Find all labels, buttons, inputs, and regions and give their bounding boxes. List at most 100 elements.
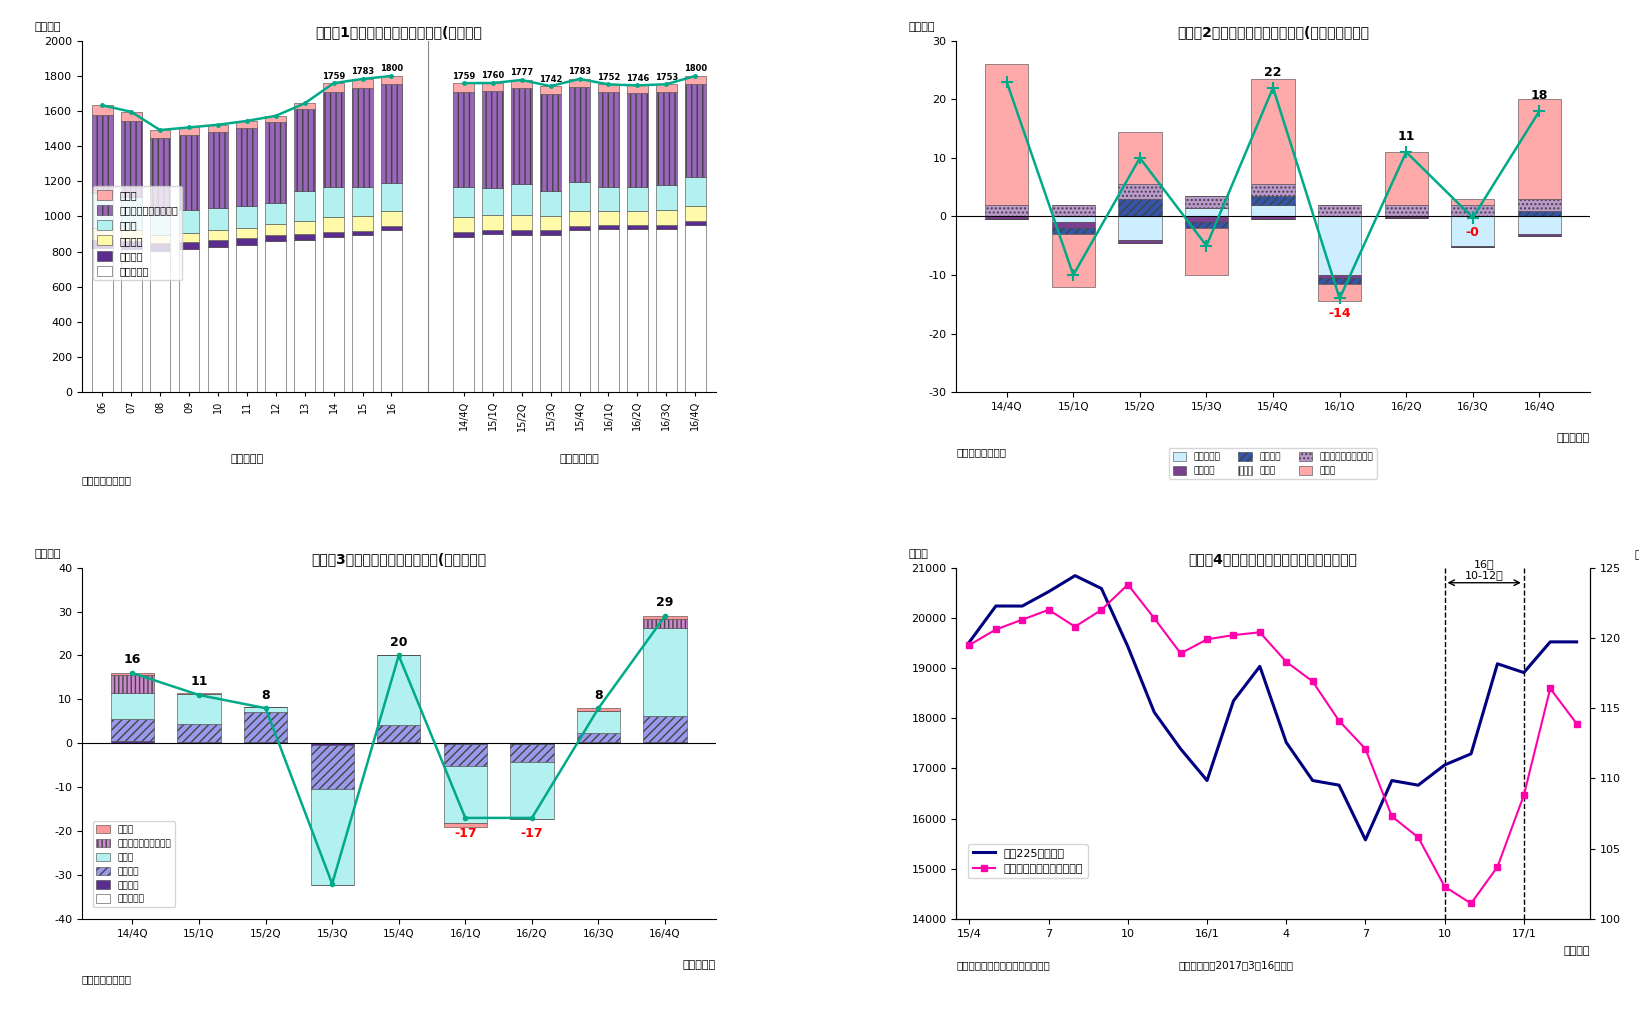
Bar [1518, 99, 1560, 199]
Bar [569, 210, 590, 226]
Bar [577, 733, 620, 742]
ドル円レート（右メモリ） [1434, 880, 1454, 892]
ドル円レート（右メモリ） [959, 639, 978, 651]
日経225平均株価 [1329, 779, 1349, 791]
Bar [577, 709, 620, 712]
Bar [236, 245, 257, 392]
Bar [323, 237, 344, 392]
Bar [577, 742, 620, 743]
Legend: その他, 保険・年金・定額保証, 株式等, 投資信託, 債務証券, 現金・預金: その他, 保険・年金・定額保証, 株式等, 投資信託, 債務証券, 現金・預金 [93, 821, 174, 908]
Bar [111, 673, 154, 675]
Bar [1518, 216, 1560, 234]
Bar [454, 237, 474, 392]
Bar [177, 725, 221, 742]
ドル円レート（右メモリ） [1514, 789, 1534, 801]
日経225平均株価 [1039, 585, 1059, 597]
Bar [1518, 199, 1560, 210]
ドル円レート（右メモリ） [1462, 897, 1482, 910]
Bar [92, 240, 113, 248]
Bar [377, 654, 420, 725]
Bar [598, 210, 620, 226]
Bar [644, 628, 687, 716]
Bar [482, 235, 503, 392]
Bar [1185, 228, 1228, 275]
Bar [454, 217, 474, 232]
日経225平均株価 [1541, 636, 1560, 648]
Text: -17: -17 [521, 827, 543, 839]
日経225平均株価 [1013, 600, 1033, 613]
Text: （暦年末）: （暦年末） [231, 454, 264, 465]
Bar [1451, 246, 1495, 247]
Bar [1185, 207, 1228, 216]
Bar [511, 88, 533, 185]
ドル円レート（右メモリ） [1065, 621, 1085, 633]
Title: （図表2）　家計の金融資産増減(フローの動き）: （図表2） 家計の金融資産増減(フローの動き） [1177, 26, 1369, 40]
Text: 22: 22 [1264, 66, 1282, 79]
Text: 11: 11 [1398, 131, 1414, 143]
Text: （資料）日本銀行: （資料）日本銀行 [82, 476, 133, 485]
Bar [352, 187, 374, 215]
Bar [482, 230, 503, 235]
Bar [310, 744, 354, 788]
Bar [1385, 152, 1428, 205]
Bar [598, 230, 620, 392]
Text: 1777: 1777 [510, 68, 533, 78]
Bar [1052, 228, 1095, 234]
Bar [382, 226, 402, 231]
日経225平均株価 [959, 636, 978, 648]
Bar [323, 83, 344, 92]
Bar [1252, 79, 1295, 184]
日経225平均株価 [1251, 661, 1270, 673]
Text: -14: -14 [1328, 307, 1351, 321]
Bar [1118, 240, 1162, 243]
Bar [1451, 205, 1495, 216]
Bar [685, 226, 706, 392]
Bar [121, 197, 141, 230]
Bar [179, 128, 200, 135]
Bar [511, 214, 533, 230]
Bar [382, 183, 402, 210]
Bar [1451, 216, 1495, 246]
Bar [179, 233, 200, 242]
Text: 16年
10-12月: 16年 10-12月 [1465, 558, 1503, 580]
Bar [111, 719, 154, 741]
Text: （円）: （円） [908, 549, 929, 560]
Bar [656, 225, 677, 229]
Bar [628, 229, 647, 392]
Bar [511, 80, 533, 88]
日経225平均株価 [1277, 736, 1296, 748]
Bar [208, 247, 228, 392]
Bar [266, 236, 287, 241]
Bar [685, 222, 706, 226]
Bar [121, 230, 141, 241]
Bar [208, 230, 228, 240]
Bar [511, 185, 533, 214]
日経225平均株価 [1434, 759, 1454, 771]
Bar [92, 248, 113, 392]
Bar [598, 92, 620, 187]
Text: （資料）日本銀行: （資料）日本銀行 [82, 974, 133, 984]
ドル円レート（右メモリ） [1541, 682, 1560, 694]
日経225平均株価 [987, 600, 1006, 613]
Bar [541, 235, 561, 392]
Bar [482, 83, 503, 92]
Bar [121, 120, 141, 197]
Text: 1783: 1783 [351, 67, 374, 77]
ドル円レート（右メモリ） [1303, 675, 1323, 687]
Bar [295, 234, 315, 240]
Bar [266, 123, 287, 203]
Bar [1052, 205, 1095, 216]
Bar [236, 120, 257, 128]
Bar [208, 240, 228, 247]
Bar [577, 712, 620, 733]
Bar [644, 742, 687, 743]
Bar [1185, 216, 1228, 223]
Bar [1252, 216, 1295, 220]
Bar [92, 105, 113, 114]
ドル円レート（右メモリ） [1144, 613, 1164, 625]
Bar [541, 191, 561, 216]
日経225平均株価 [1144, 707, 1164, 719]
ドル円レート（右メモリ） [1118, 579, 1137, 591]
Bar [628, 225, 647, 229]
Text: （注）直近は2017年3月16日時点: （注）直近は2017年3月16日時点 [1178, 960, 1293, 970]
